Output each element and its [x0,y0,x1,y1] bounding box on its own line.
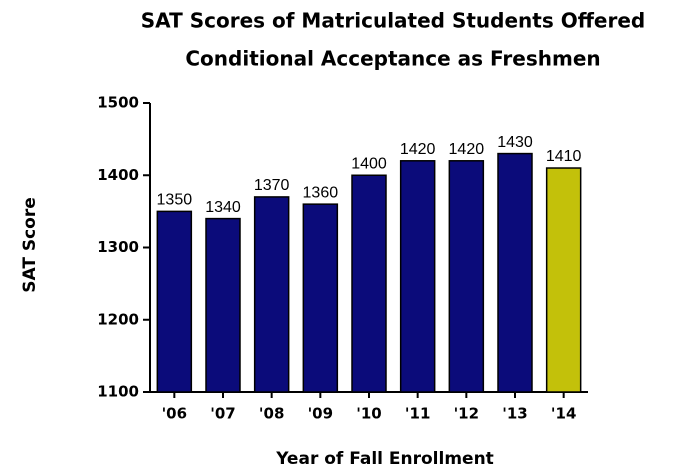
bar [205,217,241,393]
x-tick-label: '10 [356,405,381,423]
y-tick-label: 1100 [97,383,139,401]
bar [253,196,290,393]
bar [545,167,582,393]
x-tick-label: '14 [551,405,576,423]
data-label: 1420 [449,141,485,158]
x-tick-label: '06 [162,405,187,423]
x-tick-label: '11 [405,405,430,423]
bar [399,160,436,393]
x-tick-label: '07 [210,405,235,423]
bar [448,160,485,393]
data-label: 1350 [157,192,193,209]
data-label: 1360 [303,184,339,201]
bar [497,152,533,393]
x-axis-label: Year of Fall Enrollment [275,449,494,469]
bar [351,174,387,393]
data-label: 1400 [351,155,387,172]
y-tick-label: 1300 [97,238,139,256]
chart-title: Conditional Acceptance as Freshmen [185,47,600,71]
data-label: 1340 [205,199,241,216]
data-label: 1370 [254,177,290,194]
bar [302,203,339,393]
chart-title: SAT Scores of Matriculated Students Offe… [141,9,645,33]
x-tick-label: '13 [502,405,527,423]
y-tick-label: 1500 [97,94,139,112]
x-tick-label: '12 [454,405,479,423]
x-tick-label: '08 [259,405,284,423]
data-label: 1410 [546,148,582,165]
x-tick-label: '09 [308,405,333,423]
data-label: 1420 [400,141,436,158]
y-axis-label: SAT Score [20,197,40,293]
y-tick-label: 1400 [97,166,139,184]
bar [156,210,193,393]
data-label: 1430 [497,134,533,151]
y-tick-label: 1200 [97,310,139,328]
